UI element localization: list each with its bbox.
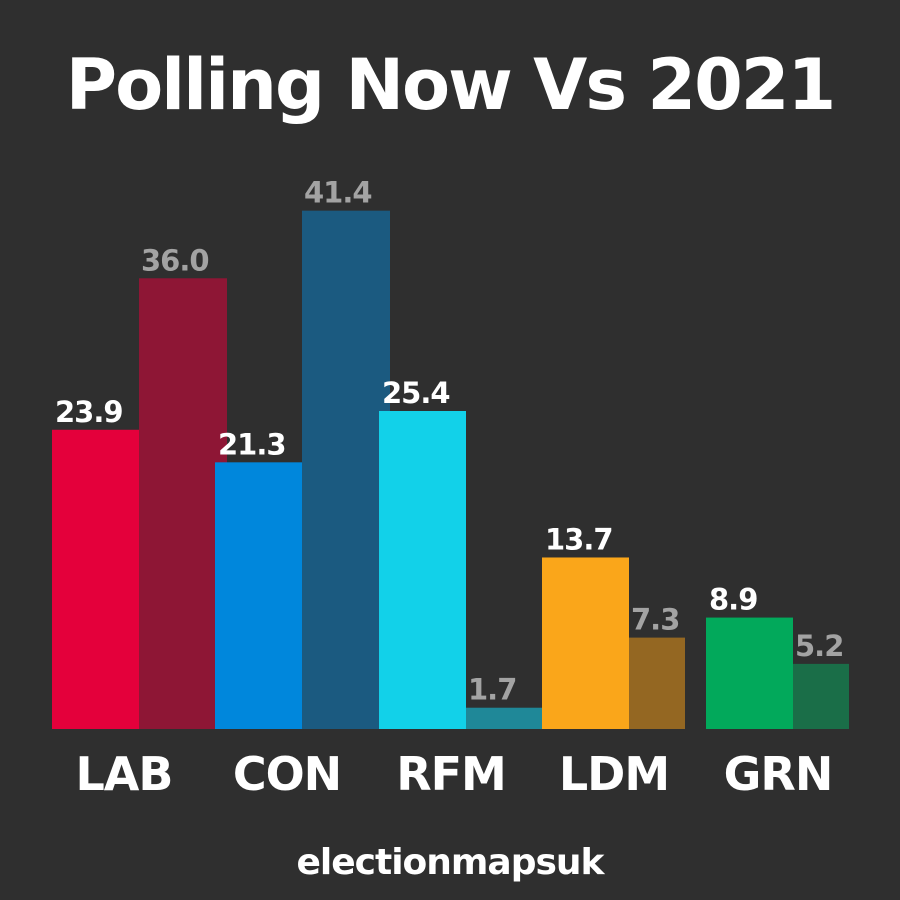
bar-2021-con bbox=[302, 211, 390, 729]
label-2021-con: 41.4 bbox=[304, 176, 372, 210]
bar-2021-rfm bbox=[466, 708, 554, 729]
bar-now-con bbox=[215, 462, 302, 729]
category-label-grn: GRN bbox=[724, 747, 833, 801]
bar-2021-grn bbox=[793, 664, 849, 729]
category-label-rfm: RFM bbox=[396, 747, 506, 801]
footer-credit: electionmapsuk bbox=[0, 838, 900, 888]
label-now-grn: 8.9 bbox=[709, 583, 757, 617]
label-2021-ldm: 7.3 bbox=[631, 603, 679, 637]
label-2021-lab: 36.0 bbox=[141, 243, 209, 277]
label-now-lab: 23.9 bbox=[55, 395, 123, 429]
bar-now-grn bbox=[706, 618, 793, 729]
bar-2021-lab bbox=[139, 278, 227, 729]
label-2021-rfm: 1.7 bbox=[468, 673, 516, 707]
category-label-lab: LAB bbox=[76, 747, 173, 801]
label-now-ldm: 13.7 bbox=[545, 522, 613, 556]
label-2021-grn: 5.2 bbox=[795, 629, 843, 663]
label-now-con: 21.3 bbox=[218, 427, 286, 461]
category-label-con: CON bbox=[233, 747, 341, 801]
bar-2021-ldm bbox=[629, 638, 685, 729]
label-now-rfm: 25.4 bbox=[382, 376, 450, 410]
bar-now-lab bbox=[52, 430, 139, 729]
category-label-ldm: LDM bbox=[559, 747, 669, 801]
bar-now-rfm bbox=[379, 411, 466, 729]
bar-now-ldm bbox=[542, 557, 629, 729]
